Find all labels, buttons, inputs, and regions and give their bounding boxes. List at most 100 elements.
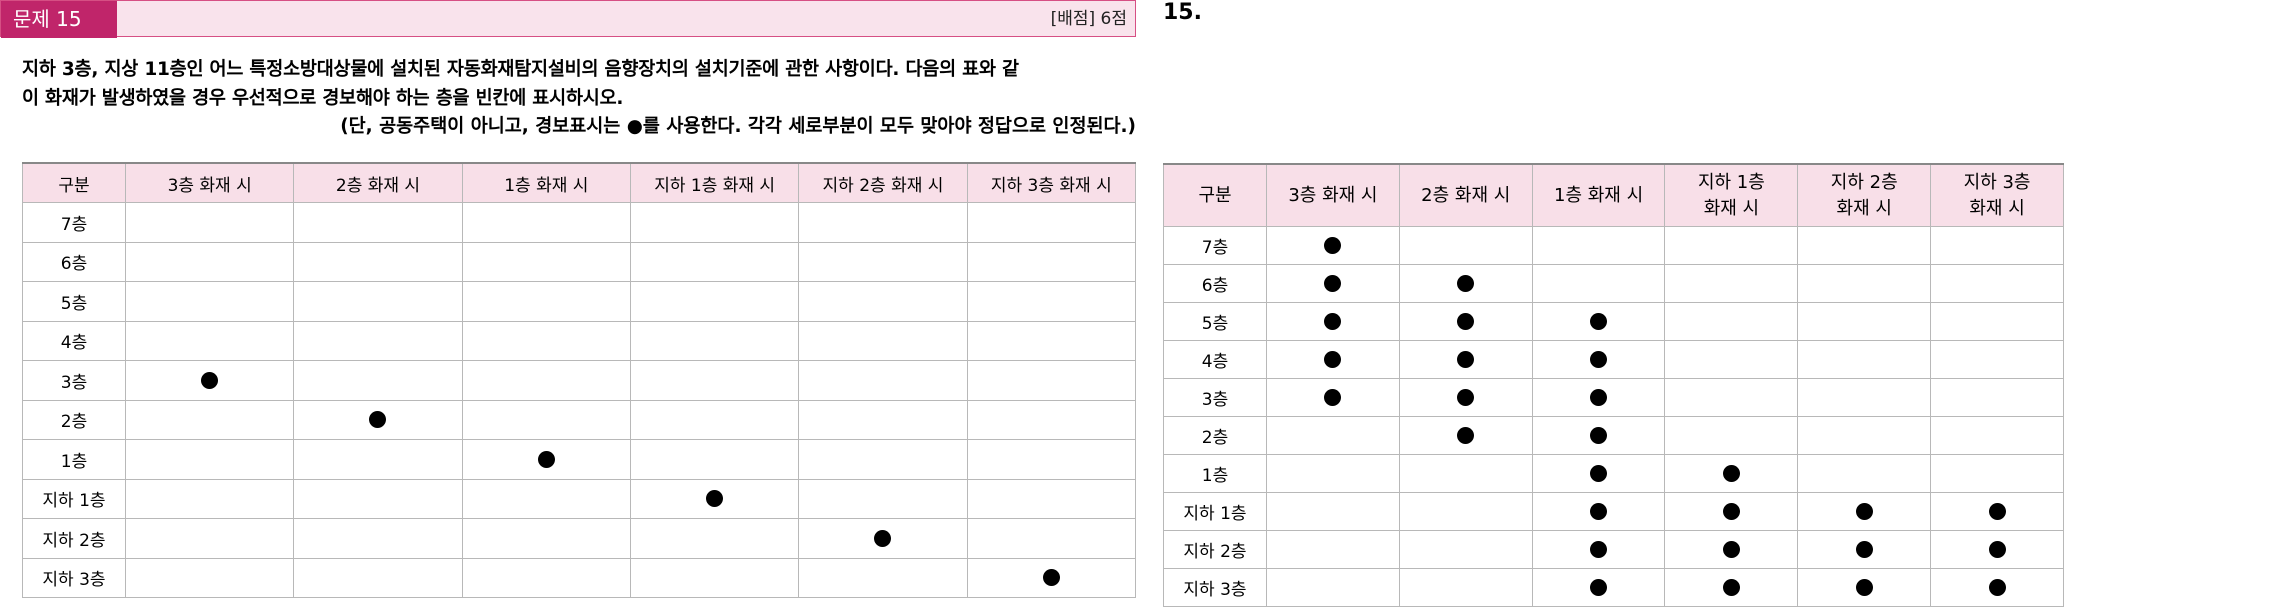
- dot-icon: [1457, 389, 1475, 406]
- table-cell: [1930, 340, 2064, 379]
- table-cell: [1266, 416, 1400, 455]
- dot-icon: [1590, 427, 1608, 444]
- table-cell: [1266, 530, 1400, 569]
- floor-label: 2층: [22, 399, 126, 440]
- table-cell: [1266, 568, 1400, 607]
- table-cell: [293, 439, 463, 480]
- table-cell: [1797, 378, 1932, 417]
- dot-icon: [1590, 541, 1608, 558]
- table-cell: [1930, 264, 2064, 303]
- header-cell: 지하 3층 화재 시: [966, 162, 1137, 203]
- dot-icon: [537, 450, 555, 468]
- dot-icon: [1457, 275, 1475, 292]
- table-cell: [461, 557, 631, 598]
- dot-icon: [1590, 351, 1608, 368]
- question-line-2: 이 화재가 발생하였을 경우 우선적으로 경보해야 하는 층을 빈칸에 표시하시…: [22, 88, 624, 109]
- table-cell: [798, 241, 968, 282]
- table-cell: [966, 202, 1137, 243]
- table-cell: [1930, 568, 2064, 607]
- table-cell: [461, 478, 631, 519]
- table-cell: [629, 557, 800, 598]
- floor-label: 7층: [22, 202, 126, 243]
- table-cell: [798, 518, 968, 559]
- table-row: 지하 3층: [1163, 568, 2064, 607]
- table-row: 6층: [1163, 264, 2064, 303]
- dot-icon: [369, 411, 387, 429]
- table-cell: [1398, 264, 1533, 303]
- table-row: 지하 1층: [1163, 492, 2064, 531]
- floor-label: 지하 3층: [1163, 568, 1267, 607]
- table-cell: [629, 281, 800, 322]
- dot-icon: [874, 529, 892, 547]
- table-cell: [124, 241, 295, 282]
- table-cell: [124, 439, 295, 480]
- dot-icon: [1324, 313, 1342, 330]
- dot-icon: [1722, 579, 1740, 596]
- problem-number-badge: 문제 15: [1, 1, 117, 38]
- floor-label: 지하 3층: [22, 557, 126, 598]
- table-cell: [1398, 492, 1533, 531]
- table-cell: [293, 320, 463, 361]
- floor-label: 4층: [22, 320, 126, 361]
- header-cell: 지하 2층 화재 시: [798, 162, 968, 203]
- table-cell: [461, 360, 631, 401]
- floor-label: 5층: [1163, 302, 1267, 341]
- dot-icon: [201, 371, 219, 389]
- dot-icon: [1855, 503, 1873, 520]
- table-cell: [1531, 530, 1666, 569]
- table-cell: [124, 360, 295, 401]
- table-cell: [1664, 302, 1799, 341]
- table-cell: [124, 518, 295, 559]
- table-cell: [629, 320, 800, 361]
- table-cell: [1531, 492, 1666, 531]
- table-cell: [461, 241, 631, 282]
- table-cell: [1398, 340, 1533, 379]
- table-row: 4층: [1163, 340, 2064, 379]
- table-cell: [1797, 264, 1932, 303]
- table-cell: [1398, 568, 1533, 607]
- table-cell: [461, 320, 631, 361]
- table-cell: [293, 478, 463, 519]
- dot-icon: [1590, 465, 1608, 482]
- table-cell: [1797, 340, 1932, 379]
- table-cell: [798, 202, 968, 243]
- table-cell: [124, 478, 295, 519]
- table-cell: [1797, 568, 1932, 607]
- answer-table: 구분 3층 화재 시 2층 화재 시 1층 화재 시 지하 1층 화재 시 지하 2층 화재 …: [1163, 163, 2064, 607]
- header-cell: 1층 화재 시: [461, 162, 631, 203]
- table-cell: [966, 281, 1137, 322]
- table-row: 1층: [22, 439, 1137, 480]
- table-cell: [293, 557, 463, 598]
- table-cell: [1797, 416, 1932, 455]
- table-cell: [1266, 302, 1400, 341]
- question-line-1: 지하 3층, 지상 11층인 어느 특정소방대상물에 설치된 자동화재탐지설비의…: [22, 59, 1019, 80]
- table-cell: [966, 320, 1137, 361]
- table-cell: [1398, 530, 1533, 569]
- table-cell: [629, 399, 800, 440]
- table-cell: [1398, 454, 1533, 493]
- table-cell: [1930, 530, 2064, 569]
- table-cell: [1531, 302, 1666, 341]
- table-cell: [1664, 378, 1799, 417]
- header-cell: 3층 화재 시: [1266, 163, 1400, 227]
- table-cell: [966, 557, 1137, 598]
- table-row: 지하 2층: [22, 518, 1137, 559]
- table-cell: [293, 241, 463, 282]
- table-cell: [124, 281, 295, 322]
- table-cell: [1531, 568, 1666, 607]
- floor-label: 7층: [1163, 226, 1267, 265]
- table-cell: [1266, 454, 1400, 493]
- table-cell: [1797, 302, 1932, 341]
- dot-icon: [1988, 503, 2006, 520]
- dot-icon: [1590, 503, 1608, 520]
- dot-icon: [1457, 351, 1475, 368]
- dot-icon: [1457, 427, 1475, 444]
- floor-label: 4층: [1163, 340, 1267, 379]
- question-text: 지하 3층, 지상 11층인 어느 특정소방대상물에 설치된 자동화재탐지설비의…: [22, 55, 1132, 113]
- table-cell: [1531, 378, 1666, 417]
- table-cell: [461, 439, 631, 480]
- table-cell: [629, 360, 800, 401]
- table-cell: [461, 281, 631, 322]
- table-cell: [629, 518, 800, 559]
- header-cell: 2층 화재 시: [1398, 163, 1533, 227]
